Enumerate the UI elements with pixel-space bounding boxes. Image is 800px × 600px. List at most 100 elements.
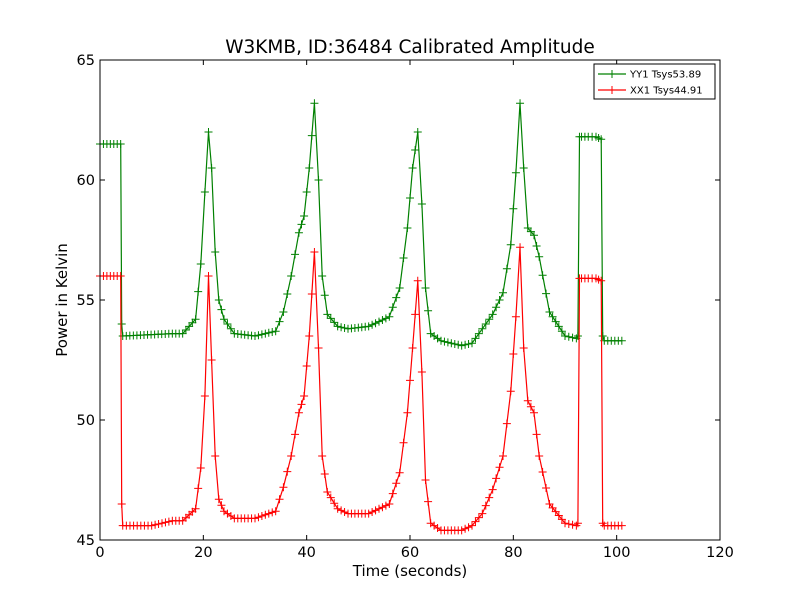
x-tick-label: 20 <box>194 545 212 561</box>
data-point <box>257 330 266 339</box>
data-point <box>378 503 387 512</box>
y-tick-label: 60 <box>77 173 95 189</box>
data-point <box>164 517 173 526</box>
data-point <box>454 340 463 349</box>
data-point <box>411 310 420 319</box>
x-tick-label: 120 <box>706 545 734 561</box>
data-point <box>364 322 373 331</box>
data-point <box>340 324 349 332</box>
data-point <box>320 470 329 478</box>
data-point <box>279 308 288 316</box>
data-point <box>399 254 408 262</box>
data-point <box>337 506 346 515</box>
plot-area: 0 20 40 60 80 100 120 45 50 55 60 65 <box>77 53 734 561</box>
series-1 <box>96 99 626 350</box>
data-point <box>495 296 504 304</box>
data-point <box>403 408 412 417</box>
data-point <box>557 327 566 336</box>
data-point <box>474 329 483 338</box>
data-point <box>116 272 125 280</box>
data-point <box>314 176 323 184</box>
legend-swatch-marker <box>608 86 616 94</box>
data-point <box>502 264 511 273</box>
data-point <box>408 164 417 172</box>
data-point <box>326 493 335 502</box>
data-point <box>364 509 373 518</box>
data-point <box>300 392 309 400</box>
data-point <box>307 131 316 140</box>
data-point <box>287 272 296 280</box>
data-point <box>211 248 220 256</box>
ticks-layer: 0 20 40 60 80 100 120 45 50 55 60 65 <box>77 53 734 561</box>
data-point <box>388 489 397 498</box>
data-point <box>268 328 277 336</box>
data-point <box>214 296 223 304</box>
data-point <box>333 504 342 513</box>
data-point <box>318 272 327 280</box>
y-tick-label: 55 <box>77 293 95 309</box>
data-point <box>421 476 430 484</box>
data-point <box>204 272 213 280</box>
x-tick-label: 0 <box>95 545 104 561</box>
data-point <box>275 495 284 504</box>
data-point <box>471 334 480 343</box>
legend: YY1 Tsys53.89 XX1 Tsys44.91 <box>593 63 716 100</box>
data-point <box>535 452 544 460</box>
data-point <box>371 506 380 515</box>
data-point <box>617 521 626 530</box>
data-point <box>461 340 470 349</box>
data-point <box>333 322 342 331</box>
data-point <box>207 164 216 172</box>
data-point <box>417 368 426 376</box>
data-point <box>542 484 551 492</box>
data-point <box>492 474 501 483</box>
data-point <box>283 467 292 476</box>
data-point <box>509 350 518 358</box>
data-point <box>305 332 314 340</box>
data-point <box>523 396 532 405</box>
data-point <box>181 326 190 334</box>
data-point <box>291 250 300 259</box>
data-point <box>538 271 547 280</box>
data-point <box>392 479 401 488</box>
y-tick-label: 65 <box>77 53 95 69</box>
data-point <box>381 314 390 323</box>
data-point <box>499 288 507 297</box>
data-point <box>264 509 273 518</box>
data-point <box>185 322 194 331</box>
data-point <box>194 484 203 493</box>
data-point <box>551 317 560 326</box>
data-point <box>395 468 404 477</box>
data-point <box>117 500 126 508</box>
data-point <box>413 276 422 285</box>
data-point <box>297 400 306 409</box>
data-point <box>178 329 187 338</box>
x-tick-label: 60 <box>401 545 419 561</box>
data-point <box>506 387 515 396</box>
data-point <box>464 340 473 348</box>
data-point <box>573 332 582 340</box>
legend-label: YY1 Tsys53.89 <box>629 70 701 81</box>
data-point <box>161 518 170 527</box>
data-point <box>254 513 263 522</box>
data-point <box>294 408 303 417</box>
y-axis-label: Power in Kelvin <box>53 243 71 357</box>
series-markers <box>96 99 626 350</box>
data-point <box>481 320 490 328</box>
data-point <box>457 526 466 535</box>
legend-swatch-marker <box>608 70 616 78</box>
data-point <box>217 501 226 510</box>
data-point <box>506 240 515 249</box>
y-tick-label: 45 <box>77 533 95 549</box>
data-point <box>408 344 417 352</box>
x-tick-label: 40 <box>297 545 315 561</box>
legend-item-1: YY1 Tsys53.89 <box>598 70 701 81</box>
x-axis-label: Time (seconds) <box>352 562 468 580</box>
data-point <box>310 99 319 108</box>
data-point <box>117 320 126 328</box>
data-point <box>318 452 327 460</box>
data-point <box>511 168 520 177</box>
data-point <box>392 293 401 302</box>
data-point <box>440 337 449 346</box>
data-point <box>204 128 213 136</box>
